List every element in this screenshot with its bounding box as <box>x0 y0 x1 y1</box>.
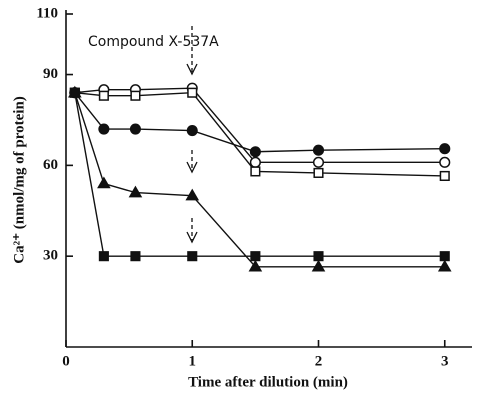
marker <box>313 251 324 262</box>
marker <box>439 251 450 262</box>
marker <box>439 156 451 168</box>
marker <box>128 185 143 198</box>
marker <box>98 90 109 101</box>
y-axis-label: Ca²⁺ (nmol/mg of protein) <box>11 96 27 264</box>
series-line <box>74 92 445 268</box>
x-axis-label: Time after dilution (min) <box>188 374 348 390</box>
marker <box>250 166 261 177</box>
y-tick-label: 60 <box>43 157 58 173</box>
dilution-arrow <box>186 26 198 244</box>
marker <box>248 259 263 272</box>
marker <box>186 125 198 137</box>
marker <box>311 259 326 272</box>
marker <box>98 251 109 262</box>
marker <box>187 251 198 262</box>
marker <box>313 167 324 178</box>
marker <box>185 188 200 201</box>
marker <box>130 90 141 101</box>
marker <box>437 259 452 272</box>
y-tick-label: 30 <box>43 248 58 264</box>
marker <box>439 143 451 155</box>
annotation: Compound X-537A <box>88 34 219 50</box>
marker <box>312 156 325 168</box>
x-tick-label: 3 <box>441 353 449 369</box>
marker <box>129 123 141 135</box>
y-tick-label: 90 <box>43 66 58 82</box>
marker <box>249 146 261 158</box>
marker <box>312 144 325 156</box>
y-tick-label: 110 <box>36 5 58 21</box>
x-tick-label: 0 <box>62 353 70 369</box>
marker <box>130 251 141 262</box>
x-tick-label: 1 <box>189 353 197 369</box>
marker <box>187 87 198 98</box>
x-tick-label: 2 <box>315 353 323 369</box>
marker <box>250 251 261 262</box>
marker <box>249 156 261 168</box>
marker <box>69 87 80 98</box>
marker <box>97 176 111 189</box>
marker <box>439 170 450 182</box>
series-line <box>74 92 445 153</box>
marker <box>98 123 110 135</box>
